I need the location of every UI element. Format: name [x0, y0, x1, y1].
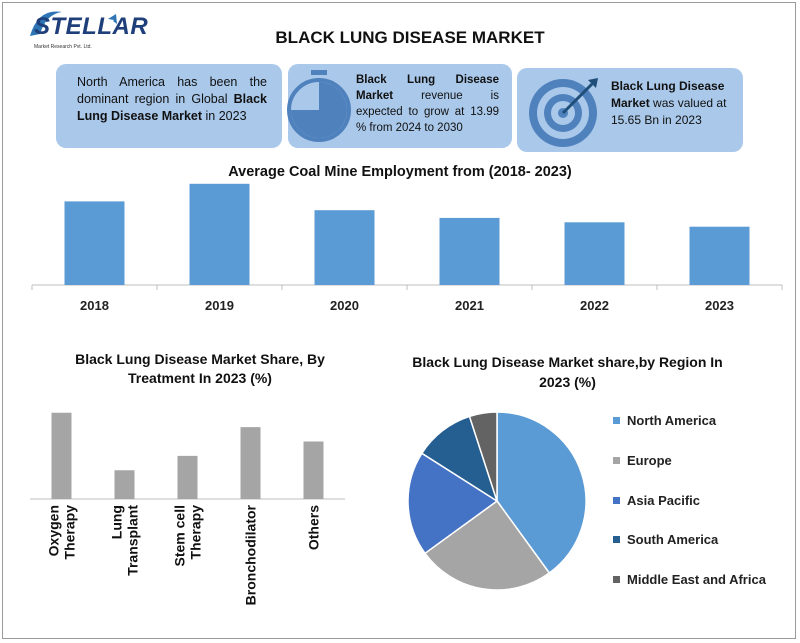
employment-tick-label: 2021 — [455, 298, 484, 313]
employment-bar — [439, 217, 500, 285]
page-title: BLACK LUNG DISEASE MARKET — [275, 28, 545, 47]
legend-label: Middle East and Africa — [627, 572, 766, 588]
legend-item: North America — [613, 413, 716, 428]
treatment-bar — [177, 455, 198, 499]
employment-tick-label: 2023 — [705, 298, 734, 313]
treatment-bar — [303, 441, 324, 499]
region-pie-slice — [468, 411, 498, 502]
legend-swatch — [613, 576, 620, 584]
legend-item: Asia Pacific — [613, 493, 700, 508]
svg-text:Therapy: Therapy — [188, 505, 204, 560]
info-box-value-text: Black Lung Disease Market was valued at … — [611, 79, 727, 127]
treatment-bar — [114, 470, 135, 499]
svg-text:Others: Others — [306, 505, 322, 550]
region-chart-title: Black Lung Disease Market share,by Regio… — [412, 354, 723, 390]
svg-text:Bronchodilator: Bronchodilator — [243, 504, 259, 605]
treatment-tick-label: Oxygen Therapy — [46, 505, 78, 560]
legend-swatch — [613, 417, 620, 424]
treatment-bar — [51, 412, 72, 499]
treatment-chart-title: Black Lung Disease Market Share, By Trea… — [75, 351, 325, 386]
info-box-region-text: North America has been the dominant regi… — [77, 75, 267, 123]
legend-label: South America — [627, 532, 719, 548]
employment-bar — [689, 226, 750, 285]
legend-label: Asia Pacific — [627, 492, 700, 508]
legend-label: Europe — [627, 452, 672, 468]
logo-subtitle: Market Research Pvt. Ltd. — [34, 44, 92, 50]
legend-swatch — [613, 496, 620, 504]
svg-text:Therapy: Therapy — [62, 505, 78, 560]
employment-tick-label: 2020 — [330, 298, 359, 313]
employment-chart-title: Average Coal Mine Employment from (2018-… — [228, 164, 572, 180]
treatment-bar — [240, 427, 261, 499]
legend-label: North America — [627, 413, 717, 428]
treatment-tick-label: Bronchodilator — [243, 504, 259, 605]
employment-bar — [564, 222, 625, 285]
employment-bar — [64, 201, 125, 285]
region-pie-slice — [423, 499, 551, 591]
treatment-tick-label: Others — [306, 505, 322, 550]
legend-swatch — [613, 536, 620, 544]
info-box-growth-text: Black Lung Disease Market revenue is exp… — [356, 74, 499, 134]
employment-bar — [314, 210, 375, 285]
svg-text:Transplant: Transplant — [125, 505, 141, 576]
employment-tick-label: 2022 — [580, 298, 609, 313]
employment-bar — [189, 183, 250, 285]
svg-text:Stem cell: Stem cell — [172, 505, 188, 566]
treatment-tick-label: Stem cell Therapy — [172, 505, 204, 567]
legend-item: Middle East and Africa — [613, 572, 766, 587]
region-pie-slice — [496, 411, 587, 575]
info-box-region — [56, 64, 282, 148]
svg-text:Oxygen: Oxygen — [46, 505, 62, 556]
legend-swatch — [613, 456, 620, 464]
region-pie-slice — [407, 452, 499, 555]
employment-tick-label: 2019 — [205, 298, 234, 313]
treatment-tick-label: Lung Transplant — [109, 505, 141, 576]
employment-tick-label: 2018 — [80, 298, 109, 313]
legend-item: South America — [613, 532, 718, 547]
legend-item: Europe — [613, 453, 672, 468]
svg-text:Lung: Lung — [109, 505, 125, 539]
logo-text: STELLAR — [34, 13, 149, 40]
